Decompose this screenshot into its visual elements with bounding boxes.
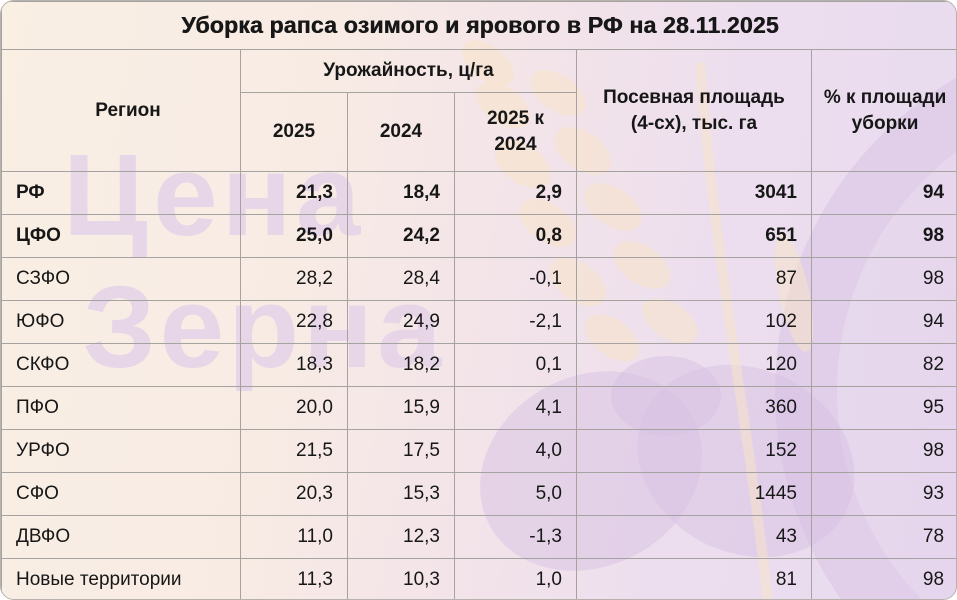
cell-diff: 1,0 — [454, 558, 577, 599]
cell-pct: 94 — [810, 171, 956, 215]
cell-yield-2024: 18,4 — [347, 171, 455, 215]
cell-yield-2025: 28,2 — [240, 257, 348, 301]
cell-diff: -2,1 — [454, 300, 577, 344]
cell-area: 1445 — [576, 472, 812, 516]
cell-yield-2025: 11,0 — [240, 515, 348, 559]
col-header-2025: 2025 — [240, 92, 348, 172]
cell-area: 43 — [576, 515, 812, 559]
cell-area: 87 — [576, 257, 812, 301]
cell-yield-2025: 18,3 — [240, 343, 348, 387]
table-row-cfo: ЦФО 25,0 24,2 0,8 651 98 — [1, 214, 956, 258]
header-sub-row: 2025 2024 2025 к 2024 — [2, 92, 957, 172]
title-row: Уборка рапса озимого и ярового в РФ на 2… — [1, 1, 956, 50]
cell-area: 360 — [576, 386, 812, 430]
cell-yield-2024: 28,4 — [347, 257, 455, 301]
header-group-row: Регион Урожайность, ц/га Посевная площад… — [1, 49, 956, 172]
cell-region: СКФО — [1, 343, 241, 387]
cell-region: РФ — [1, 171, 241, 215]
col-header-2024: 2024 — [347, 92, 455, 172]
cell-diff: 4,0 — [454, 429, 577, 473]
cell-pct: 98 — [810, 558, 956, 599]
cell-pct: 98 — [810, 214, 956, 258]
cell-region: ДВФО — [1, 515, 241, 559]
table-row-new-territories: Новые территории 11,3 10,3 1,0 81 98 — [1, 558, 956, 599]
col-header-diff: 2025 к 2024 — [454, 92, 577, 172]
cell-area: 152 — [576, 429, 812, 473]
cell-yield-2025: 21,5 — [240, 429, 348, 473]
col-header-pct: % к площади уборки — [810, 49, 956, 172]
cell-yield-2025: 11,3 — [240, 558, 348, 599]
cell-region: УРФО — [1, 429, 241, 473]
cell-pct: 82 — [810, 343, 956, 387]
col-header-yield-group: Урожайность, ц/га — [240, 49, 577, 93]
cell-area: 3041 — [576, 171, 812, 215]
table-row-pfo: ПФО 20,0 15,9 4,1 360 95 — [1, 386, 956, 430]
cell-yield-2024: 24,2 — [347, 214, 455, 258]
page-title: Уборка рапса озимого и ярового в РФ на 2… — [1, 1, 956, 50]
cell-yield-2025: 25,0 — [240, 214, 348, 258]
cell-region: СЗФО — [1, 257, 241, 301]
cell-pct: 95 — [810, 386, 956, 430]
cell-yield-2025: 20,0 — [240, 386, 348, 430]
cell-yield-2024: 15,3 — [347, 472, 455, 516]
col-header-area: Посевная площадь (4-сх), тыс. га — [576, 49, 812, 172]
cell-region: ПФО — [1, 386, 241, 430]
cell-diff: 5,0 — [454, 472, 577, 516]
cell-yield-2024: 24,9 — [347, 300, 455, 344]
table-row-szfo: СЗФО 28,2 28,4 -0,1 87 98 — [1, 257, 956, 301]
cell-pct: 98 — [810, 429, 956, 473]
table-row-sfo: СФО 20,3 15,3 5,0 1445 93 — [1, 472, 956, 516]
cell-diff: 4,1 — [454, 386, 577, 430]
table-row-skfo: СКФО 18,3 18,2 0,1 120 82 — [1, 343, 956, 387]
cell-diff: -1,3 — [454, 515, 577, 559]
cell-yield-2024: 15,9 — [347, 386, 455, 430]
cell-region: Новые территории — [1, 558, 241, 599]
cell-area: 120 — [576, 343, 812, 387]
cell-yield-2024: 12,3 — [347, 515, 455, 559]
cell-diff: 0,8 — [454, 214, 577, 258]
cell-diff: 2,9 — [454, 171, 577, 215]
table-row-yufo: ЮФО 22,8 24,9 -2,1 102 94 — [1, 300, 956, 344]
cell-diff: 0,1 — [454, 343, 577, 387]
cell-yield-2024: 10,3 — [347, 558, 455, 599]
cell-yield-2024: 17,5 — [347, 429, 455, 473]
cell-pct: 93 — [810, 472, 956, 516]
cell-yield-2025: 22,8 — [240, 300, 348, 344]
cell-region: СФО — [1, 472, 241, 516]
cell-yield-2024: 18,2 — [347, 343, 455, 387]
cell-region: ЦФО — [1, 214, 241, 258]
cell-area: 81 — [576, 558, 812, 599]
table-row-dvfo: ДВФО 11,0 12,3 -1,3 43 78 — [1, 515, 956, 559]
cell-pct: 94 — [810, 300, 956, 344]
cell-area: 651 — [576, 214, 812, 258]
cell-area: 102 — [576, 300, 812, 344]
cell-yield-2025: 21,3 — [240, 171, 348, 215]
col-header-region: Регион — [1, 49, 241, 172]
cell-region: ЮФО — [1, 300, 241, 344]
cell-pct: 78 — [810, 515, 956, 559]
cell-yield-2025: 20,3 — [240, 472, 348, 516]
table-row-rf: РФ 21,3 18,4 2,9 3041 94 — [1, 171, 956, 215]
cell-pct: 98 — [810, 257, 956, 301]
cell-diff: -0,1 — [454, 257, 577, 301]
table-row-urfo: УРФО 21,5 17,5 4,0 152 98 — [1, 429, 956, 473]
